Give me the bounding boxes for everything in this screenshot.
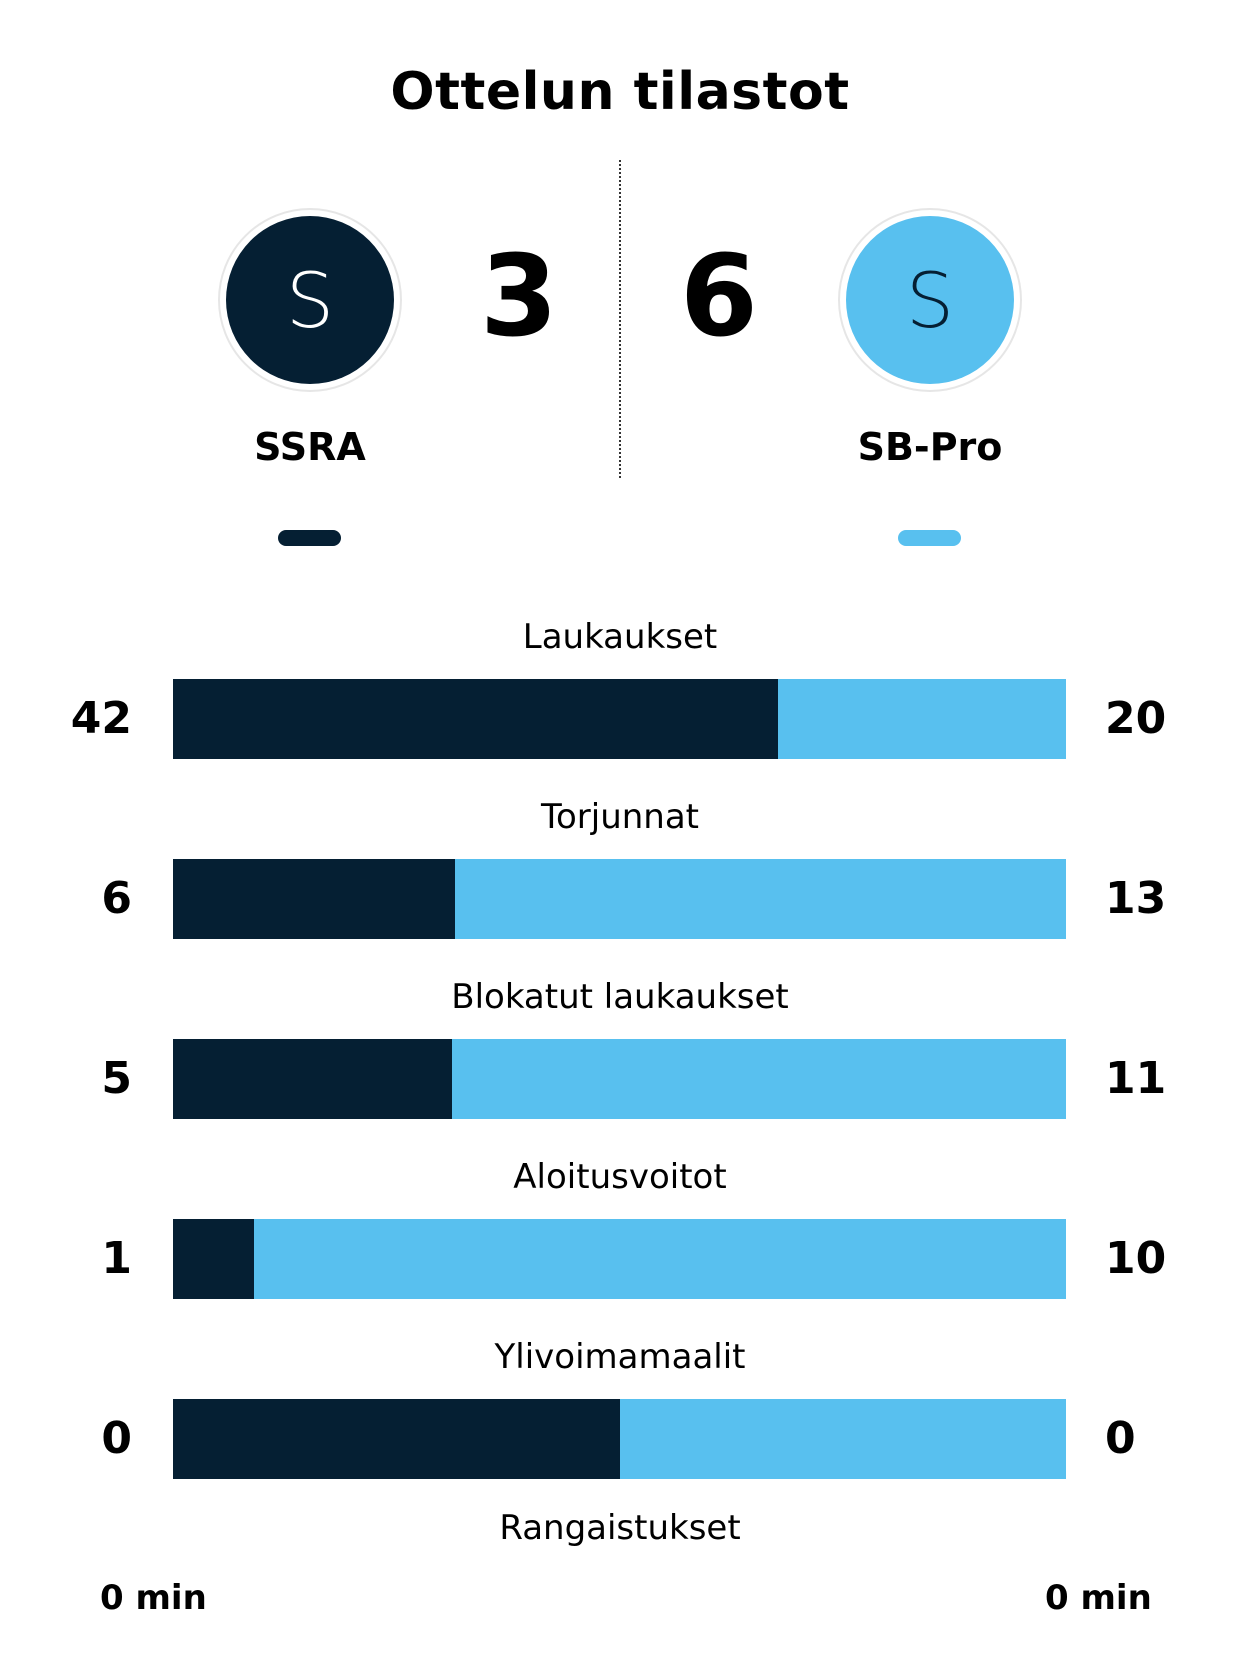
home-penalty-minutes: 0 min [100, 1578, 207, 1618]
stat-away-value: 11 [1105, 1053, 1167, 1104]
stat-bar [173, 1399, 1066, 1479]
stat-home-value: 1 [101, 1233, 132, 1284]
away-penalty-minutes: 0 min [1045, 1578, 1152, 1618]
away-logo-ring [838, 208, 1022, 392]
away-team-name: SB-Pro [857, 425, 1003, 469]
home-score: 3 [480, 232, 558, 362]
stat-bar-away [455, 859, 1066, 939]
away-score: 6 [680, 232, 758, 362]
stat-bar [173, 1039, 1066, 1119]
stat-bar [173, 679, 1066, 759]
page-title: Ottelun tilastot [390, 62, 850, 122]
penalties-label: Rangaistukset [499, 1508, 741, 1548]
stat-label: Blokatut laukaukset [451, 977, 789, 1017]
home-team-name: SSRA [254, 425, 366, 469]
stat-bar [173, 859, 1066, 939]
stat-bar-home [173, 679, 778, 759]
stat-bar-home [173, 859, 455, 939]
stat-home-value: 0 [101, 1413, 132, 1464]
stat-label: Laukaukset [522, 617, 718, 657]
stat-home-value: 42 [70, 693, 132, 744]
stat-away-value: 10 [1105, 1233, 1167, 1284]
away-color-swatch [898, 530, 961, 546]
stat-home-value: 5 [101, 1053, 132, 1104]
home-team-logo: S [226, 216, 394, 384]
away-team-logo: S [846, 216, 1014, 384]
score-divider [619, 160, 621, 478]
home-logo-letter: S [285, 255, 335, 345]
home-logo-ring [218, 208, 402, 392]
stat-away-value: 0 [1105, 1413, 1136, 1464]
stat-home-value: 6 [101, 873, 132, 924]
stat-label: Aloitusvoitot [513, 1157, 727, 1197]
stat-bar-home [173, 1039, 453, 1119]
stat-label: Torjunnat [540, 797, 700, 837]
home-color-swatch [278, 530, 341, 546]
stat-bar [173, 1219, 1066, 1299]
stat-label: Ylivoimamaalit [494, 1337, 746, 1377]
stat-bar-away [777, 679, 1066, 759]
stat-bar-away [619, 1399, 1066, 1479]
stat-bar-home [173, 1219, 255, 1299]
stat-bar-home [173, 1399, 620, 1479]
stat-away-value: 13 [1105, 873, 1167, 924]
away-logo-letter: S [905, 255, 955, 345]
stat-bar-away [254, 1219, 1066, 1299]
stat-away-value: 20 [1105, 693, 1167, 744]
stat-bar-away [452, 1039, 1066, 1119]
